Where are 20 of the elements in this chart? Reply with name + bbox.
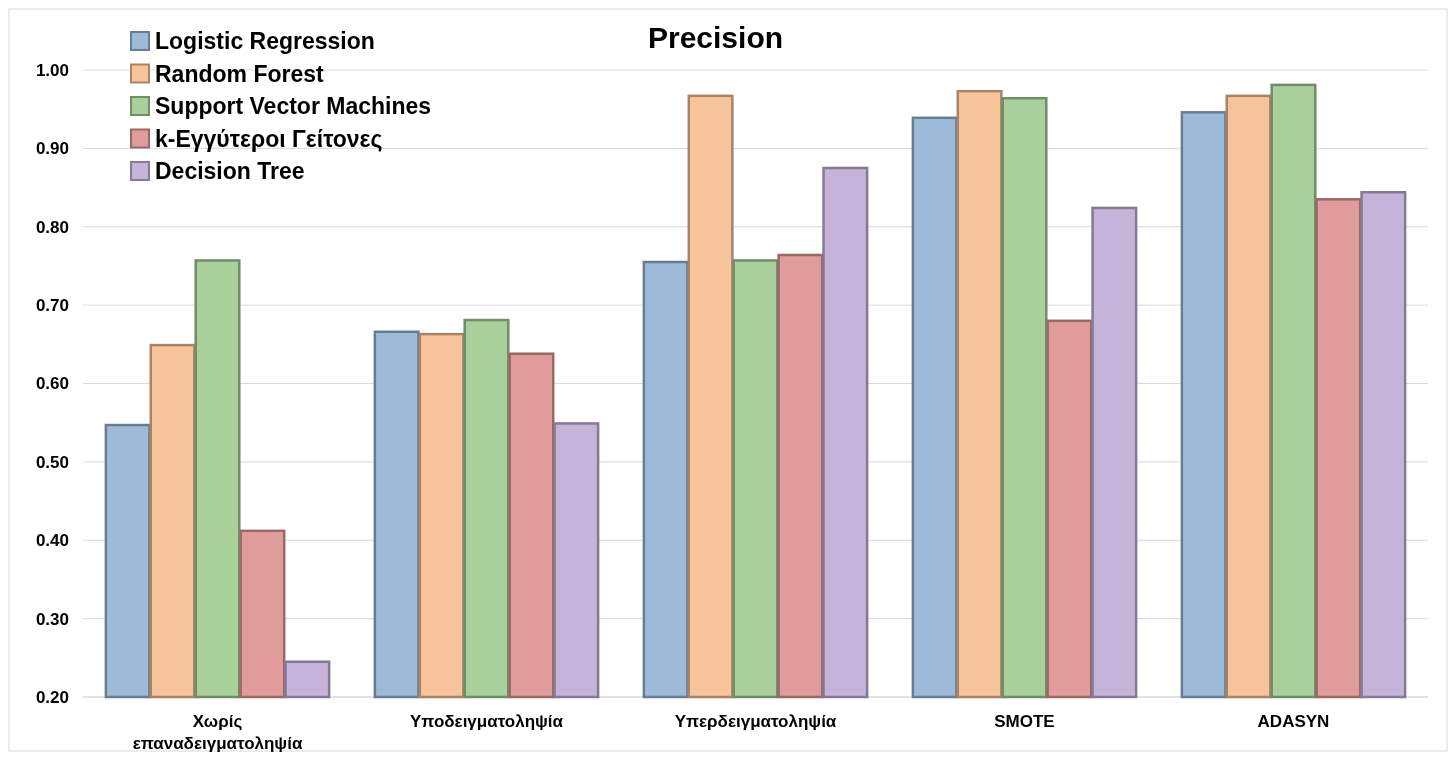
y-tick-label: 0.60 [35,374,69,394]
y-tick-label: 0.70 [35,296,69,316]
legend-label: k-Εγγύτεροι Γείτονες [155,125,383,152]
x-tick-label: Υπερδειγματοληψία [674,712,837,731]
x-tick-label: SMOTE [994,712,1055,731]
y-tick-label: 0.50 [35,452,69,472]
y-tick-label: 1.00 [35,60,69,80]
y-tick-label: 0.40 [35,531,69,551]
y-tick-label: 0.90 [35,139,69,159]
legend-label: Decision Tree [155,158,305,185]
x-tick-label: Υποδειγματοληψία [410,712,564,731]
legend-label: Support Vector Machines [155,93,432,120]
y-tick-label: 0.30 [35,609,69,629]
chart-title: Precision [647,21,784,54]
x-tick-label: ADASYN [1257,712,1330,731]
y-tick-label: 0.20 [35,687,69,707]
y-tick-label: 0.80 [35,217,69,237]
legend-label: Logistic Regression [155,28,375,55]
legend-label: Random Forest [155,60,325,87]
x-tick-label: Χωρίς επαναδειγματοληψία [132,712,303,753]
